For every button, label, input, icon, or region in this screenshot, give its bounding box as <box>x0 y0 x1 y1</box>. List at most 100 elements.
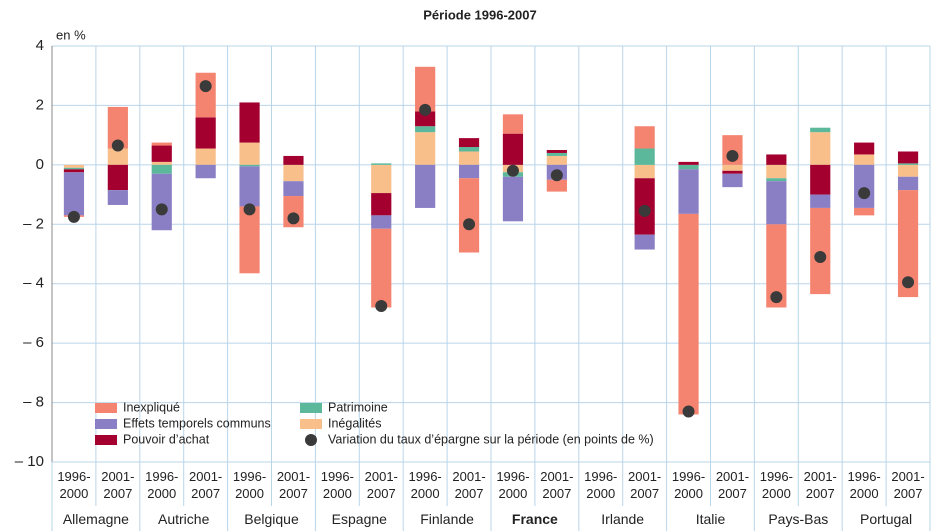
bar-segment <box>766 224 787 308</box>
bar-segment <box>854 154 875 165</box>
bar-segment <box>766 164 787 179</box>
bar-segment <box>63 164 85 168</box>
bar-segment <box>107 164 128 191</box>
bar-segment <box>63 169 85 173</box>
bar-segment <box>151 164 172 174</box>
x-tick-label: 1996- 2000 <box>584 469 618 501</box>
x-tick-label: 1996- 2000 <box>408 469 442 501</box>
bar-segment <box>415 66 436 112</box>
group-label: France <box>511 511 558 527</box>
bar-segment <box>239 164 260 167</box>
bar-segment <box>810 132 831 165</box>
bar-segment <box>810 127 831 133</box>
bar-segment <box>458 147 480 152</box>
y-tick-label: 4 <box>36 37 44 54</box>
marker-dot <box>243 203 256 216</box>
bar-segment <box>766 154 787 165</box>
group-label: Finlande <box>420 511 474 527</box>
marker-dot <box>858 187 871 200</box>
y-tick-label: – 8 <box>23 394 44 411</box>
bar-segment <box>678 213 699 415</box>
legend-swatch <box>95 403 117 413</box>
y-tick-label: 2 <box>36 96 44 113</box>
y-tick-label: – 10 <box>15 453 44 470</box>
bar-segment <box>239 142 260 165</box>
marker-dot <box>287 212 300 225</box>
bar-segment <box>546 150 567 153</box>
x-tick-label: 1996- 2000 <box>232 469 267 501</box>
marker-dot <box>726 149 739 162</box>
bar-segment <box>107 190 128 205</box>
bar-segment <box>897 163 919 165</box>
y-tick-label: 0 <box>36 156 44 173</box>
x-tick-label: 2001- 2007 <box>803 469 837 501</box>
bar-segment <box>897 176 919 191</box>
y-unit-label: en % <box>56 27 86 42</box>
group-label: Autriche <box>158 511 210 527</box>
legend-label: Inexpliqué <box>123 400 180 414</box>
bar-segment <box>151 161 172 165</box>
x-tick-label: 2001- 2007 <box>452 469 486 501</box>
bar-segment <box>458 164 480 179</box>
bar-segment <box>371 228 392 308</box>
x-tick-label: 2001- 2007 <box>891 469 925 501</box>
x-tick-label: 1996- 2000 <box>57 469 91 501</box>
bar-segment <box>546 155 567 165</box>
bar-segment <box>678 161 699 165</box>
bar-segment <box>371 215 392 229</box>
x-tick-label: 1996- 2000 <box>847 469 881 501</box>
x-tick-label: 2001- 2007 <box>276 469 311 501</box>
marker-dot <box>638 204 651 217</box>
marker-dot <box>199 80 212 93</box>
x-tick-label: 1996- 2000 <box>496 469 530 501</box>
marker-dot <box>419 103 432 116</box>
x-tick-label: 2001- 2007 <box>540 469 574 501</box>
bar-segment <box>634 126 655 149</box>
bar-segment <box>502 114 524 134</box>
bar-segment <box>766 178 787 182</box>
chart-title: Période 1996-2007 <box>423 7 536 22</box>
marker-dot <box>506 164 519 177</box>
bar-segment <box>107 148 128 165</box>
bar-segment <box>678 169 699 214</box>
x-tick-label: 2001- 2007 <box>715 469 750 501</box>
marker-dot <box>550 169 563 182</box>
group-label: Allemagne <box>62 511 129 527</box>
bar-segment <box>283 181 304 197</box>
marker-dot <box>814 250 827 263</box>
bar-segment <box>458 178 480 253</box>
group-label: Italie <box>695 511 726 527</box>
bar-segment <box>502 176 524 222</box>
group-label: Belgique <box>244 511 299 527</box>
marker-dot <box>902 276 915 289</box>
bar-segment <box>766 181 787 225</box>
x-tick-label: 1996- 2000 <box>145 469 179 501</box>
x-tick-label: 1996- 2000 <box>320 469 354 501</box>
marker-dot <box>463 218 476 231</box>
x-tick-label: 1996- 2000 <box>671 469 706 501</box>
bar-segment <box>195 164 216 179</box>
bar-segment <box>371 163 392 165</box>
marker-dot <box>111 139 124 152</box>
y-tick-label: – 4 <box>23 275 44 292</box>
marker-dot <box>375 300 388 312</box>
y-tick-label: – 6 <box>23 334 44 351</box>
legend-label: Inégalités <box>328 416 382 430</box>
marker-dot <box>155 203 168 216</box>
bar-segment <box>151 145 172 162</box>
bar-segment <box>854 142 875 155</box>
group-label: Portugal <box>860 511 913 527</box>
bar-segment <box>415 111 436 127</box>
bar-segment <box>502 133 524 165</box>
legend-label: Patrimoine <box>328 400 388 414</box>
marker-dot <box>67 210 80 223</box>
x-tick-label: 2001- 2007 <box>189 469 223 501</box>
bar-segment <box>63 167 85 170</box>
bar-segment <box>458 138 480 148</box>
bar-segment <box>810 164 831 195</box>
y-tick-label: – 2 <box>23 215 44 232</box>
bar-segment <box>546 152 567 156</box>
bar-segment <box>415 126 436 133</box>
legend-swatch <box>300 403 322 413</box>
